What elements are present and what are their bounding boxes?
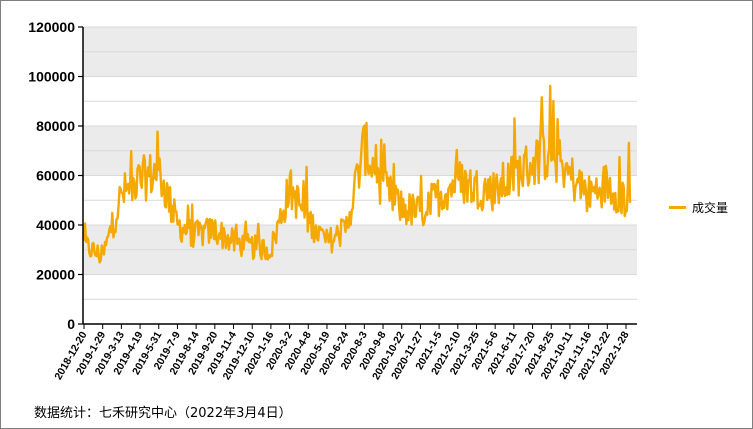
y-tick-label: 100000 <box>28 69 75 85</box>
series-line-成交量 <box>82 84 632 264</box>
legend-swatch <box>669 206 686 209</box>
y-tick-label: 80000 <box>36 118 75 134</box>
source-note: 数据统计：七禾研究中心（2022年3月4日） <box>34 406 292 421</box>
gridlines <box>83 26 637 300</box>
series-layer <box>82 84 632 264</box>
y-tick-label: 40000 <box>36 217 75 233</box>
legend-label: 成交量 <box>692 201 729 215</box>
x-axis-ticks: 2018-12-202019-1-292019-3-132019-4-19201… <box>52 324 632 382</box>
y-axis-ticks: 0 20000 40000 60000 80000 100000 120000 <box>28 19 83 332</box>
y-tick-label: 60000 <box>36 168 75 184</box>
legend: 成交量 <box>669 199 728 216</box>
y-tick-label: 20000 <box>36 267 75 283</box>
y-tick-label: 120000 <box>28 19 75 35</box>
y-tick-label: 0 <box>67 316 75 332</box>
